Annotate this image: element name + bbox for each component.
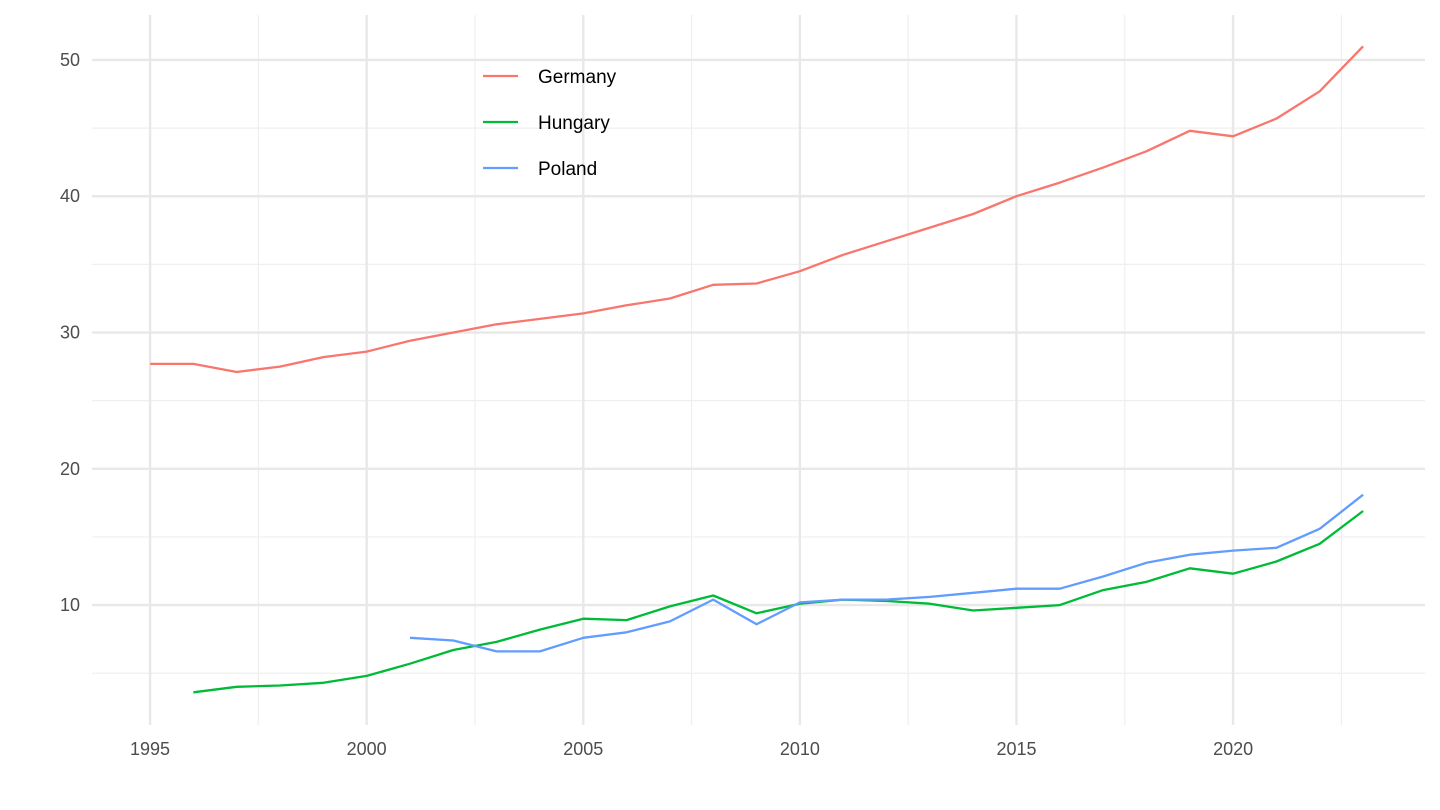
series-line-hungary [193, 510, 1364, 694]
x-tick-label: 2005 [563, 739, 603, 759]
y-tick-label: 40 [60, 186, 80, 206]
series-line-poland [409, 493, 1364, 653]
series-line-germany [150, 45, 1364, 374]
legend-label: Hungary [538, 113, 610, 134]
legend-label: Germany [538, 67, 617, 88]
y-tick-label: 10 [60, 595, 80, 615]
y-tick-label: 20 [60, 459, 80, 479]
series-lines [150, 45, 1364, 694]
y-tick-label: 50 [60, 50, 80, 70]
legend-label: Poland [538, 159, 597, 180]
x-tick-label: 2000 [347, 739, 387, 759]
x-tick-label: 2015 [996, 739, 1036, 759]
gridlines [92, 15, 1425, 725]
x-tick-label: 2010 [780, 739, 820, 759]
y-axis-ticks: 10 20 30 40 50 [60, 50, 80, 615]
x-tick-label: 2020 [1213, 739, 1253, 759]
y-tick-label: 30 [60, 323, 80, 343]
x-tick-label: 1995 [130, 739, 170, 759]
x-axis-ticks: 1995 2000 2005 2010 2015 2020 [130, 739, 1253, 759]
legend: Germany Hungary Poland [483, 67, 617, 180]
